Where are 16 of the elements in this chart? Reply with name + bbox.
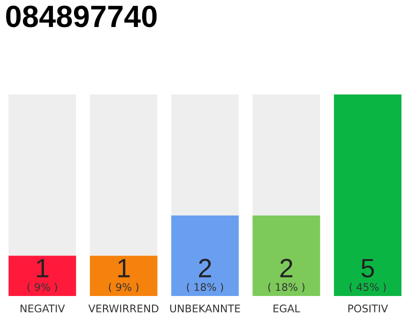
data-label: 2 xyxy=(280,258,292,278)
x-tick-label: EGAL xyxy=(274,304,300,312)
annotation: ( 9% ) xyxy=(108,282,138,292)
x-tick-label: NEGATIV xyxy=(20,304,65,312)
x-tick-label: VERWIRREND xyxy=(88,304,158,312)
x-tick-label: UNBEKANNTE xyxy=(170,304,240,312)
data-label: 2 xyxy=(198,258,212,278)
annotation: ( 9% ) xyxy=(28,282,58,292)
chart-title: 084897740 xyxy=(6,6,157,28)
data-label: 1 xyxy=(36,259,48,278)
annotation: ( 18% ) xyxy=(186,282,224,292)
annotation: ( 45% ) xyxy=(350,282,386,292)
x-tick-label: POSITIV xyxy=(348,304,388,312)
data-label: 5 xyxy=(361,259,374,278)
data-label: 1 xyxy=(118,259,130,278)
annotation: ( 18% ) xyxy=(268,282,304,292)
